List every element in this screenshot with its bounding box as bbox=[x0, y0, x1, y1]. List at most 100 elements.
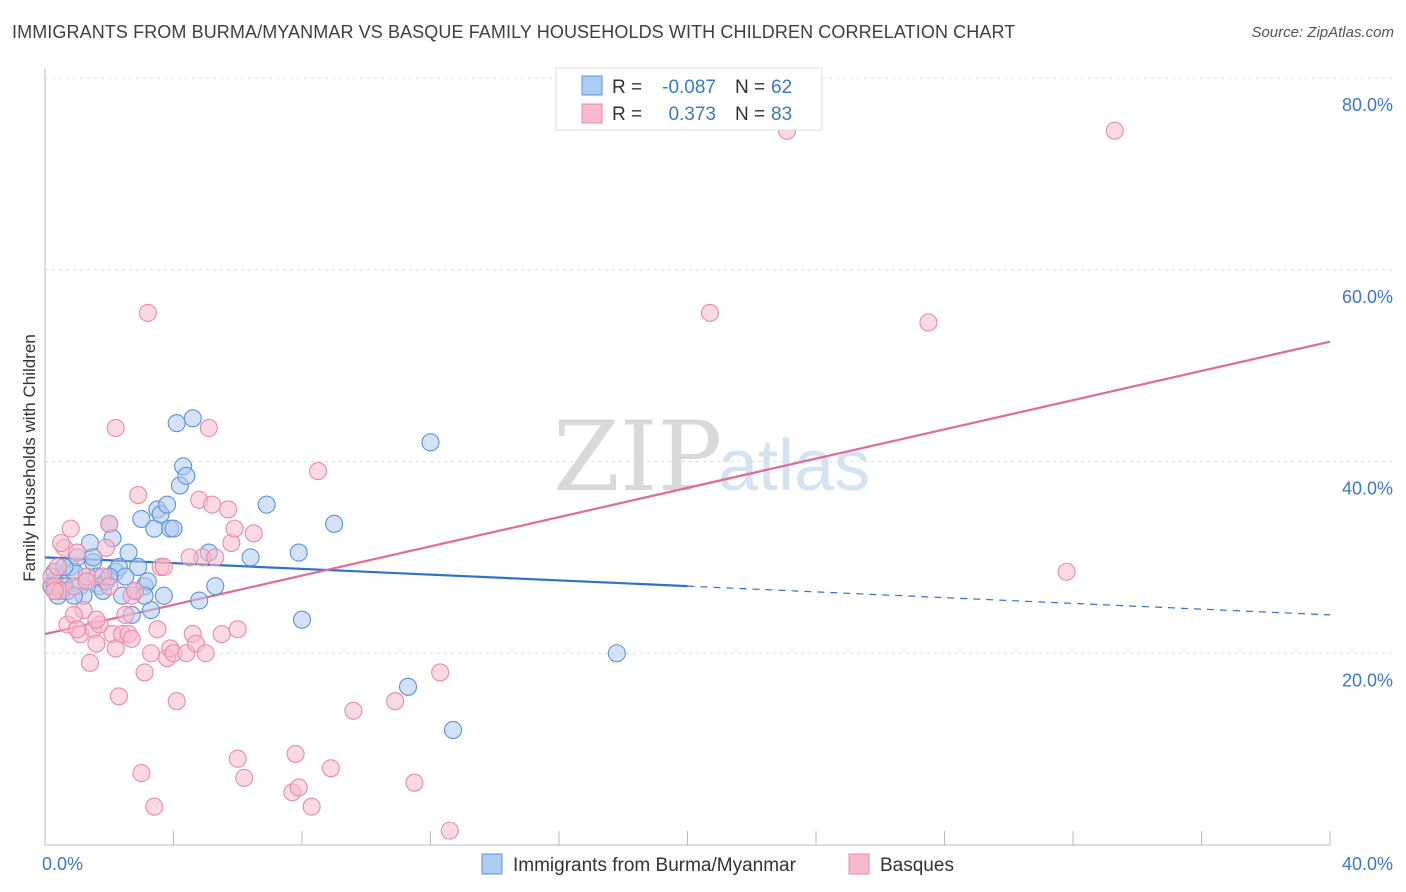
burma-point bbox=[158, 495, 177, 514]
series-legend: Immigrants from Burma/Myanmar Basques bbox=[481, 853, 954, 876]
bottom-legend-label-burma: Immigrants from Burma/Myanmar bbox=[513, 855, 797, 876]
burma-point bbox=[325, 514, 344, 533]
basques-point bbox=[87, 634, 106, 653]
burma-point bbox=[183, 409, 202, 428]
bottom-legend-swatch-burma bbox=[481, 853, 503, 875]
burma-trend-line bbox=[44, 556, 688, 588]
burma-point bbox=[119, 543, 138, 562]
basques-point bbox=[212, 625, 231, 644]
y-tick-label: 60.0% bbox=[1342, 287, 1393, 307]
basques-point bbox=[228, 620, 247, 639]
basques-point bbox=[148, 620, 167, 639]
basques-point bbox=[116, 605, 135, 624]
basques-point bbox=[80, 653, 100, 672]
basques-point bbox=[1105, 121, 1124, 140]
basques-point bbox=[321, 759, 340, 778]
basques-point bbox=[206, 548, 225, 567]
basques-point bbox=[431, 663, 450, 682]
burma-point bbox=[167, 414, 186, 433]
basques-point bbox=[48, 557, 67, 577]
burma-point bbox=[241, 548, 260, 567]
burma-point bbox=[398, 677, 418, 696]
legend-r-label-basques: R = bbox=[612, 104, 642, 125]
basques-point bbox=[440, 821, 459, 840]
burma-point bbox=[289, 543, 308, 562]
basques-point bbox=[199, 418, 218, 437]
basques-point bbox=[77, 572, 96, 591]
basques-point bbox=[145, 797, 164, 816]
scatter-points bbox=[42, 121, 1124, 840]
burma-point bbox=[177, 466, 196, 485]
burma-point bbox=[206, 577, 225, 596]
basques-point bbox=[122, 629, 141, 648]
basques-point bbox=[132, 764, 151, 783]
basques-point bbox=[138, 303, 157, 322]
legend-n-value-basques: 83 bbox=[771, 104, 792, 125]
watermark-atlas: atlas bbox=[718, 426, 870, 506]
burma-point bbox=[292, 610, 312, 629]
burma-trend-extension bbox=[687, 585, 1331, 616]
legend-n-value-burma: 62 bbox=[771, 77, 792, 98]
legend-r-value-burma: -0.087 bbox=[662, 77, 716, 98]
basques-point bbox=[45, 581, 64, 600]
bottom-legend-swatch-basques bbox=[848, 853, 870, 875]
basques-point bbox=[309, 462, 328, 481]
chart-title: IMMIGRANTS FROM BURMA/MYANMAR VS BASQUE … bbox=[12, 22, 1016, 42]
y-tick-label: 80.0% bbox=[1342, 95, 1393, 115]
basques-point bbox=[167, 692, 186, 711]
source-note: Source: ZipAtlas.com bbox=[1251, 24, 1394, 41]
basques-point bbox=[100, 514, 119, 533]
correlation-legend: R = -0.087 N = 62 R = 0.373 N = 83 bbox=[555, 67, 823, 131]
burma-point bbox=[190, 591, 209, 610]
basques-point bbox=[203, 495, 222, 514]
basques-point bbox=[386, 692, 405, 711]
trend-lines bbox=[44, 340, 1331, 636]
basques-point bbox=[700, 303, 720, 322]
watermark-zip: ZIP bbox=[553, 401, 722, 513]
basques-point bbox=[228, 749, 247, 768]
basques-point bbox=[52, 533, 71, 553]
burma-point bbox=[443, 720, 463, 740]
basques-point bbox=[129, 486, 148, 505]
burma-point bbox=[257, 495, 276, 514]
basques-point bbox=[141, 644, 161, 663]
basques-point bbox=[100, 577, 119, 596]
basques-point bbox=[135, 663, 154, 682]
basques-point bbox=[244, 524, 263, 543]
basques-point bbox=[61, 519, 80, 538]
basques-point bbox=[96, 538, 116, 557]
legend-r-value-basques: 0.373 bbox=[668, 104, 716, 125]
basques-point bbox=[125, 581, 144, 600]
y-axis-label: Family Households with Children bbox=[20, 334, 39, 582]
legend-n-label-burma: N = bbox=[735, 77, 765, 98]
basques-point bbox=[180, 548, 199, 567]
basques-point bbox=[68, 543, 87, 562]
burma-point bbox=[132, 509, 151, 529]
basques-point bbox=[289, 778, 308, 797]
basques-point bbox=[109, 687, 128, 706]
basques-trend-line bbox=[44, 340, 1331, 636]
basques-point bbox=[235, 768, 254, 787]
burma-point bbox=[607, 644, 626, 663]
y-tick-label: 40.0% bbox=[1342, 479, 1393, 499]
legend-n-label-basques: N = bbox=[735, 104, 765, 125]
burma-point bbox=[164, 519, 183, 538]
burma-point bbox=[421, 433, 440, 452]
basques-point bbox=[225, 519, 244, 538]
basques-point bbox=[219, 500, 238, 519]
legend-swatch-burma bbox=[581, 75, 603, 96]
basques-point bbox=[286, 744, 305, 763]
basques-point bbox=[106, 418, 125, 437]
legend-r-label-burma: R = bbox=[612, 77, 642, 98]
axes: 20.0% 40.0% 60.0% 80.0% 0.0% 40.0% bbox=[42, 68, 1393, 874]
basques-point bbox=[196, 644, 215, 663]
x-tick-label: 0.0% bbox=[42, 854, 83, 874]
bottom-legend-label-basques: Basques bbox=[880, 855, 954, 876]
legend-swatch-basques bbox=[581, 103, 603, 124]
basques-point bbox=[405, 773, 424, 792]
basques-point bbox=[87, 610, 106, 629]
basques-point bbox=[344, 701, 363, 720]
x-tick-label: 40.0% bbox=[1342, 854, 1393, 874]
basques-point bbox=[919, 313, 938, 332]
